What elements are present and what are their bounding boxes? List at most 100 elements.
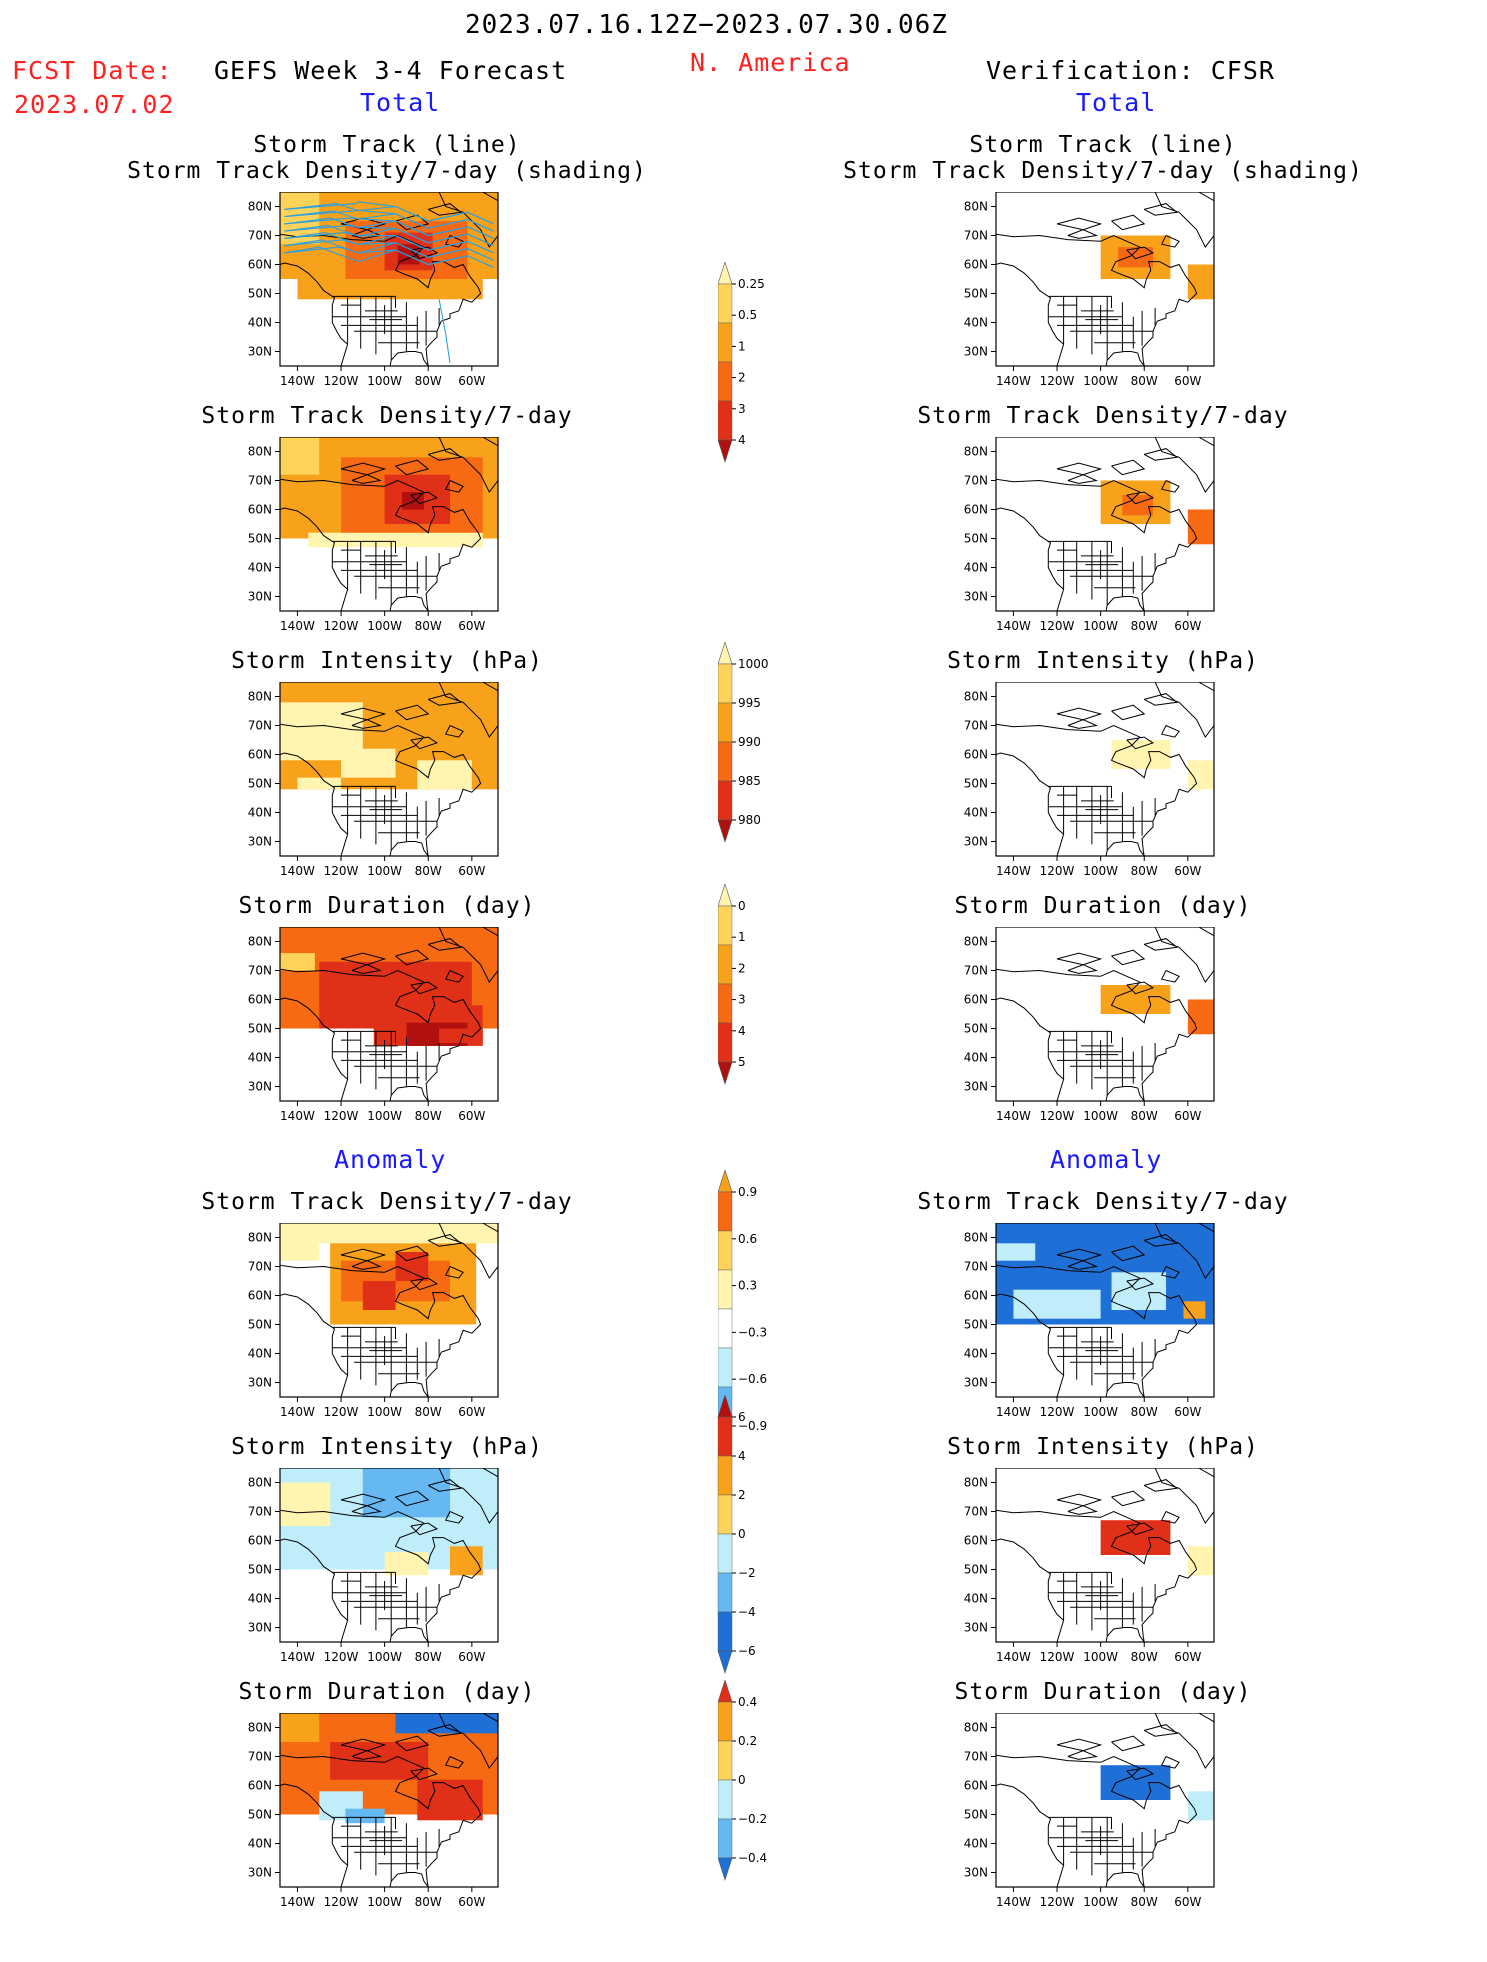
island-outline <box>1067 719 1099 729</box>
map-frame <box>995 1467 1215 1643</box>
lat-label: 50N <box>248 1808 272 1822</box>
coastline-west <box>996 752 1065 856</box>
fcst-date-label: FCST Date: <box>12 56 173 85</box>
storm-track-line <box>284 209 494 232</box>
lat-label: 50N <box>964 532 988 546</box>
island-outline <box>1143 693 1179 706</box>
map-track-right: 80N 70N 60N 50N 40N 30N 140W 120W 100W 80W 60W <box>956 191 1224 402</box>
lat-label: 60N <box>964 748 988 762</box>
island-outline <box>444 725 464 738</box>
lon-label: 140W <box>996 864 1031 878</box>
colorbar-segment <box>717 1416 733 1457</box>
map-svg: 80N 70N 60N 50N 40N 30N 140W 120W 100W 80W 60W <box>964 436 1215 633</box>
island-outline <box>351 474 383 484</box>
colorbar-label: −0.3 <box>738 1325 767 1339</box>
lat-label: 80N <box>964 445 988 459</box>
lon-label: 120W <box>1040 1895 1075 1909</box>
colorbar-label: 0.9 <box>738 1185 757 1199</box>
colorbar-bottom-triangle <box>717 1061 733 1085</box>
lon-label: 80W <box>1131 619 1158 633</box>
colorbar-segment <box>717 1308 733 1349</box>
greenland-outline <box>1154 927 1214 984</box>
lat-label: 70N <box>248 719 272 733</box>
colorbar-label: 980 <box>738 813 761 827</box>
lat-label: 40N <box>964 1592 988 1606</box>
greenland-outline <box>1154 192 1214 249</box>
island-outline <box>1111 1490 1146 1507</box>
island-outline <box>351 964 383 974</box>
island-outline <box>340 1493 387 1507</box>
colorbar-top-triangle <box>717 641 733 665</box>
coastline <box>280 233 482 366</box>
lat-label: 80N <box>248 1231 272 1245</box>
coastline-west <box>996 1538 1065 1642</box>
colorbar-segment <box>717 1611 733 1652</box>
shade-cell <box>1187 509 1214 545</box>
island-outline <box>1056 952 1103 966</box>
map-svg: 80N 70N 60N 50N 40N 30N 140W 120W 100W 80W 60W <box>964 191 1215 388</box>
lat-label: 70N <box>248 1750 272 1764</box>
map-duration-left: 80N 70N 60N 50N 40N 30N 140W 120W 100W 80W 60W <box>240 926 508 1137</box>
colorbar-segment <box>717 905 733 946</box>
colorbar-segment <box>717 1572 733 1613</box>
title-track-shading-left: Storm Track Density/7-day (shading) <box>127 158 647 184</box>
lon-label: 140W <box>280 619 315 633</box>
greenland-outline <box>1154 1468 1214 1525</box>
colorbar-segment <box>717 780 733 821</box>
greenland-outline <box>438 682 498 739</box>
colorbar-duration-anomaly: 0.4 0.2 0 −0.2 −0.4 <box>717 1679 808 1962</box>
map-frame <box>279 1467 499 1643</box>
colorbar-segment <box>717 663 733 704</box>
colorbar-label: −0.2 <box>738 1812 767 1826</box>
storm-track-line <box>284 239 494 261</box>
lon-label: 140W <box>996 619 1031 633</box>
lat-label: 60N <box>248 1289 272 1303</box>
island-outline <box>395 459 430 476</box>
colorbar-label: 3 <box>738 993 746 1007</box>
anomaly-label-left: Anomaly <box>334 1145 447 1174</box>
map-density-anom-left: 80N 70N 60N 50N 40N 30N 140W 120W 100W 80W 60W <box>240 1222 508 1433</box>
island-outline <box>1160 1266 1180 1279</box>
island-outline <box>427 448 463 461</box>
greenland-outline <box>438 437 498 494</box>
coastline-west <box>996 997 1065 1101</box>
shade-cell <box>1187 999 1214 1035</box>
coastline <box>996 478 1198 611</box>
map-svg: 80N 70N 60N 50N 40N 30N 140W 120W 100W 80W 60W <box>248 1222 499 1419</box>
island-outline <box>427 203 463 216</box>
lon-label: 60W <box>458 619 485 633</box>
colorbar-label: 2 <box>738 371 746 385</box>
title-intensity-left: Storm Intensity (hPa) <box>231 648 543 674</box>
lon-label: 100W <box>367 864 402 878</box>
lon-label: 140W <box>280 1109 315 1123</box>
colorbar-segment <box>717 702 733 743</box>
island-outline <box>1056 217 1103 231</box>
lat-label: 60N <box>964 1779 988 1793</box>
lat-label: 80N <box>964 690 988 704</box>
lon-label: 140W <box>996 1650 1031 1664</box>
island-outline <box>1056 1493 1103 1507</box>
colorbar-segment <box>717 1818 733 1859</box>
storm-track-line <box>438 299 451 364</box>
lon-label: 100W <box>367 374 402 388</box>
lon-label: 120W <box>1040 619 1075 633</box>
colorbar-segment <box>717 1191 733 1232</box>
colorbar-segment <box>717 1269 733 1310</box>
colorbar-segment <box>717 1494 733 1535</box>
lon-label: 120W <box>1040 1405 1075 1419</box>
lon-label: 140W <box>280 1895 315 1909</box>
island-outline <box>1111 214 1146 231</box>
island-outline <box>427 938 463 951</box>
greenland-outline <box>1154 1223 1214 1280</box>
lon-label: 140W <box>280 864 315 878</box>
island-outline <box>410 491 439 505</box>
lat-label: 40N <box>248 1837 272 1851</box>
map-intensity-anom-left: 80N 70N 60N 50N 40N 30N 140W 120W 100W 80W 60W <box>240 1467 508 1678</box>
island-outline <box>1160 1756 1180 1769</box>
coastline-west <box>996 1293 1065 1397</box>
lat-label: 80N <box>248 1721 272 1735</box>
lat-label: 40N <box>248 1347 272 1361</box>
island-outline <box>1056 1738 1103 1752</box>
map-svg: 80N 70N 60N 50N 40N 30N 140W 120W 100W 80W 60W <box>248 681 499 878</box>
coastline <box>996 968 1198 1101</box>
